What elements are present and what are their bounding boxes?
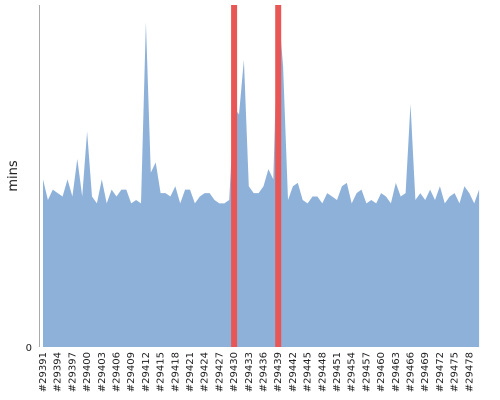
x-tick-label: #29412 <box>141 352 152 392</box>
x-tick-label: #29445 <box>303 352 314 392</box>
x-tick-label: #29460 <box>376 352 387 392</box>
x-tick-label: #29424 <box>200 352 211 392</box>
x-tick-label: #29433 <box>244 352 255 392</box>
highlight-marker <box>231 5 238 347</box>
x-tick-label: #29415 <box>156 352 167 392</box>
x-tick-label: #29403 <box>97 352 108 392</box>
x-tick-label: #29472 <box>435 352 446 392</box>
x-tick-label: #29406 <box>112 352 123 392</box>
area-series <box>43 5 480 347</box>
x-tick-label: #29475 <box>450 352 461 392</box>
x-tick-label: #29439 <box>273 352 284 392</box>
y-tick-label: 0 <box>26 343 32 354</box>
x-tick-label: #29397 <box>67 352 78 392</box>
x-tick-label: #29391 <box>38 352 49 392</box>
x-tick-label: #29466 <box>406 352 417 392</box>
y-axis-label: mins <box>6 160 21 192</box>
x-tick-label: #29469 <box>420 352 431 392</box>
x-tick-label: #29457 <box>361 352 372 392</box>
highlight-marker <box>275 5 282 347</box>
x-tick-label: #29430 <box>229 352 240 392</box>
x-axis-tick-labels: #29391 #29394 #29397 #29400 #29403 #29406 #294… <box>38 352 475 392</box>
x-tick-label: #29427 <box>214 352 225 392</box>
x-tick-label: #29394 <box>53 352 64 392</box>
x-tick-label: #29451 <box>332 352 343 392</box>
x-tick-label: #29418 <box>170 352 181 392</box>
x-tick-label: #29454 <box>347 352 358 392</box>
x-tick-label: #29421 <box>185 352 196 392</box>
x-tick-label: #29448 <box>317 352 328 392</box>
x-tick-label: #29463 <box>391 352 402 392</box>
x-tick-label: #29409 <box>126 352 137 392</box>
x-tick-label: #29478 <box>464 352 475 392</box>
x-tick-label: #29400 <box>82 352 93 392</box>
x-tick-label: #29442 <box>288 352 299 392</box>
plot-area <box>43 5 480 347</box>
x-tick-label: #29436 <box>259 352 270 392</box>
